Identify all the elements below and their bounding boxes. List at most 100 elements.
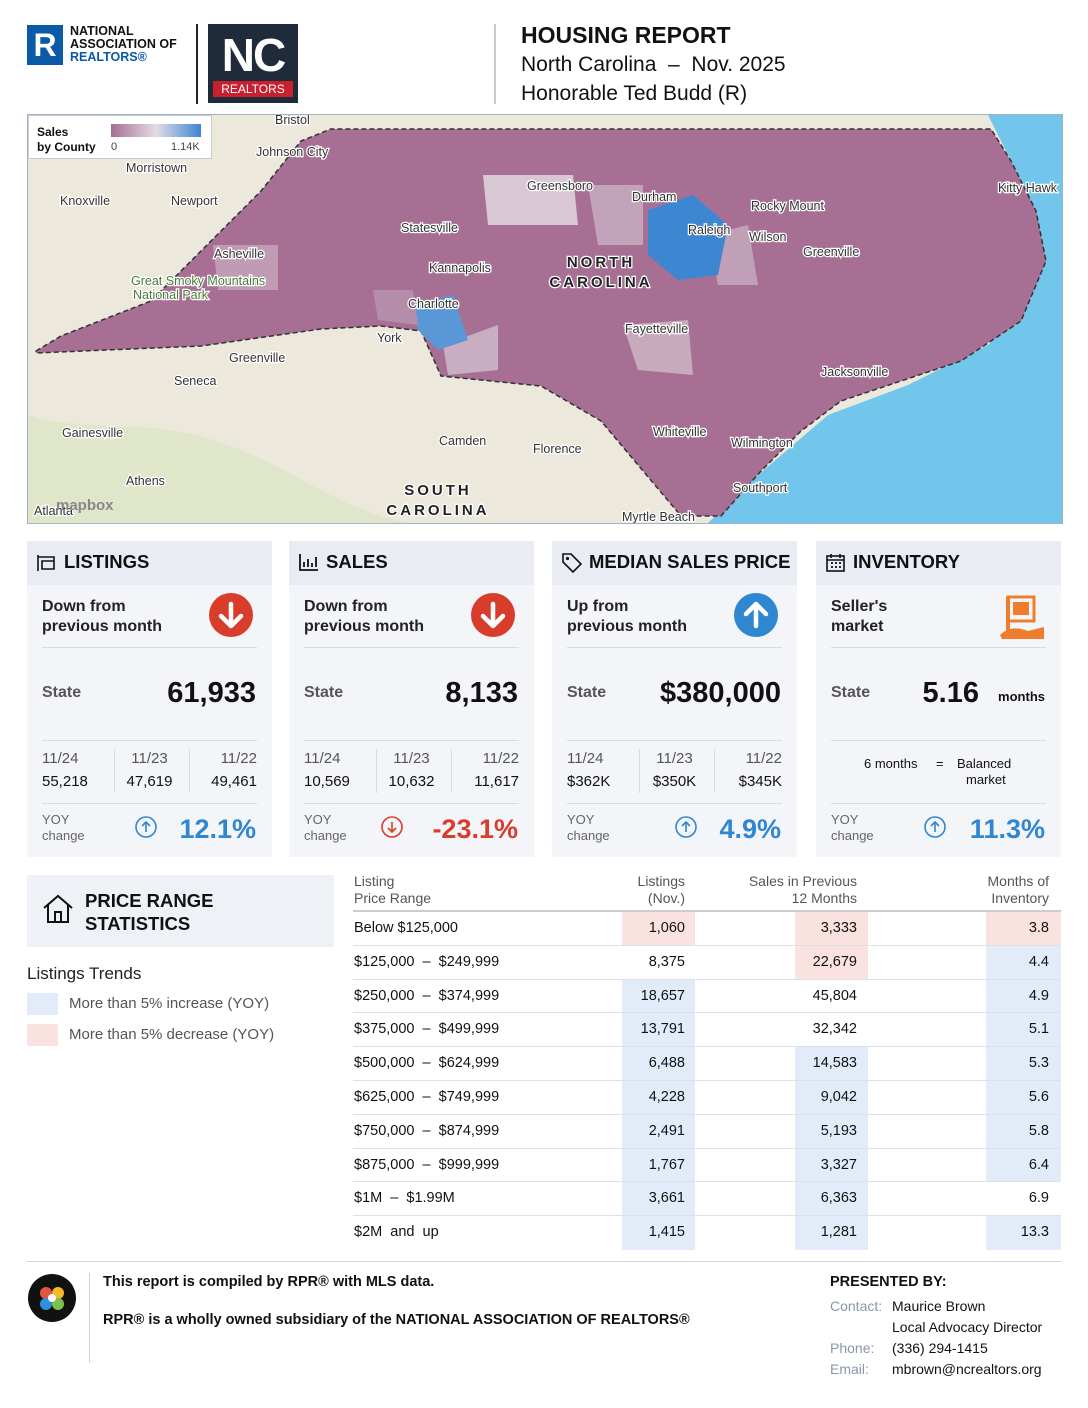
map-label: Whiteville: [653, 425, 707, 439]
trend-text: Down from: [42, 598, 126, 615]
contact-label: Phone:: [830, 1340, 875, 1356]
cell-shade: [622, 1081, 695, 1115]
listings-cell: 3,661: [648, 1190, 685, 1207]
divider: [494, 24, 496, 104]
column-header: Listing: [354, 873, 395, 889]
map-label: Bristol: [275, 114, 310, 127]
range-cell: $500,000 – $624,999: [354, 1055, 500, 1072]
legend-title-line: by County: [37, 140, 96, 154]
map-label: Great Smoky Mountains: [131, 274, 265, 288]
footer-line: This report is compiled by RPR® with MLS…: [103, 1274, 435, 1290]
months-cell: 13.3: [1020, 1224, 1049, 1241]
trend-text: previous month: [42, 618, 163, 635]
land-green: [28, 415, 408, 523]
sales-cell: 3,333: [820, 920, 857, 936]
map-label: Atlanta: [34, 504, 73, 518]
card-header: LISTINGS: [27, 541, 272, 585]
stat-card: LISTINGS Down from previous month State 61,9…: [27, 541, 272, 857]
range-cell: $625,000 – $749,999: [354, 1089, 500, 1105]
cell-shade: [622, 1047, 695, 1081]
period-label: 11/24: [42, 750, 79, 767]
period-value: 55,218: [42, 773, 88, 790]
cell-shade: [795, 1081, 868, 1115]
rule: [42, 803, 257, 804]
row-rule: [353, 1113, 1061, 1115]
row-rule: [353, 1046, 1061, 1048]
card-icon: [562, 553, 583, 574]
yoy-value: -23.1%: [432, 814, 518, 844]
months-cell: 5.3: [1028, 1055, 1049, 1072]
card-title: SALES: [326, 551, 388, 572]
listings-cell: 13,791: [640, 1021, 685, 1038]
cell-shade: [795, 1047, 868, 1081]
cell-shade: [795, 1182, 868, 1217]
cell-shade: [986, 1081, 1061, 1115]
trend-text: previous month: [567, 618, 688, 635]
listings-cell: 6,488: [648, 1055, 685, 1072]
state-unit: months: [998, 689, 1045, 704]
cell-shade: [986, 1216, 1061, 1250]
sales-cell: 5,193: [820, 1122, 857, 1139]
map-label: Statesville: [401, 221, 458, 235]
county: [443, 325, 498, 375]
rule: [831, 803, 1046, 804]
map-label: Seneca: [174, 374, 216, 388]
period-divider: [376, 749, 377, 793]
cell-shade: [622, 1114, 695, 1149]
sales-cell: 3,327: [820, 1156, 857, 1173]
balance-text: market: [966, 772, 1006, 787]
months-cell: 6.4: [1028, 1156, 1049, 1173]
map-label: Gainesville: [62, 426, 123, 440]
column-header: Inventory: [991, 890, 1049, 906]
state-value: 5.16: [922, 677, 979, 709]
state-value: $380,000: [660, 677, 781, 709]
row-rule: [353, 978, 1061, 980]
map-label: Southport: [733, 481, 788, 495]
months-cell: 5.1: [1028, 1021, 1049, 1038]
map-label: Athens: [126, 474, 165, 488]
county: [588, 185, 643, 245]
column-header: Price Range: [354, 890, 432, 906]
map-label: York: [377, 331, 402, 345]
yoy-icon: [675, 816, 697, 838]
yoy-label: YOY: [831, 812, 859, 827]
representative: Honorable Ted Budd (R): [521, 82, 748, 105]
trend-text: market: [831, 618, 884, 635]
presented-by: PRESENTED BY:: [830, 1274, 947, 1290]
map-label: Asheville: [214, 247, 264, 261]
trend-text: previous month: [304, 618, 425, 635]
nar-logo-line: ASSOCIATION OF: [70, 37, 177, 51]
map-label: National Park: [133, 288, 209, 302]
column-header: Months of: [987, 873, 1049, 889]
period-value: 10,632: [388, 773, 435, 790]
map-label: Raleigh: [688, 223, 730, 237]
rule: [831, 647, 1046, 648]
contact-value: mbrown@ncrealtors.org: [892, 1361, 1042, 1377]
period-label: 11/23: [393, 750, 430, 767]
divider: [196, 24, 198, 104]
legend-gradient: [111, 124, 201, 137]
range-cell: $2M and up: [354, 1224, 439, 1241]
yoy-icon: [134, 816, 157, 838]
map-label: Knoxville: [60, 194, 110, 208]
row-rule: [353, 1215, 1061, 1217]
county-high: [413, 295, 468, 350]
trends-title: Listings Trends: [27, 964, 142, 983]
card-icon: [299, 554, 318, 571]
yoy-label: change: [831, 828, 874, 843]
map-label: Morristown: [126, 161, 187, 175]
sales-cell: 45,804: [812, 987, 857, 1004]
period-label: 11/23: [131, 750, 168, 767]
listings-cell: 18,657: [640, 987, 685, 1004]
region-label: SOUTH: [404, 482, 472, 499]
sales-cell: 32,342: [812, 1021, 857, 1038]
cell-shade: [986, 1114, 1061, 1149]
legend-title: Sales by County: [37, 125, 96, 155]
range-cell: $875,000 – $999,999: [354, 1156, 500, 1173]
price-range-header: PRICE RANGE STATISTICS: [27, 875, 334, 947]
period-label: 11/23: [656, 750, 693, 767]
range-cell: $125,000 – $249,999: [354, 953, 500, 970]
period-value: $345K: [738, 773, 782, 790]
county: [483, 175, 578, 225]
legend-label: More than 5% increase (YOY): [69, 995, 270, 1012]
